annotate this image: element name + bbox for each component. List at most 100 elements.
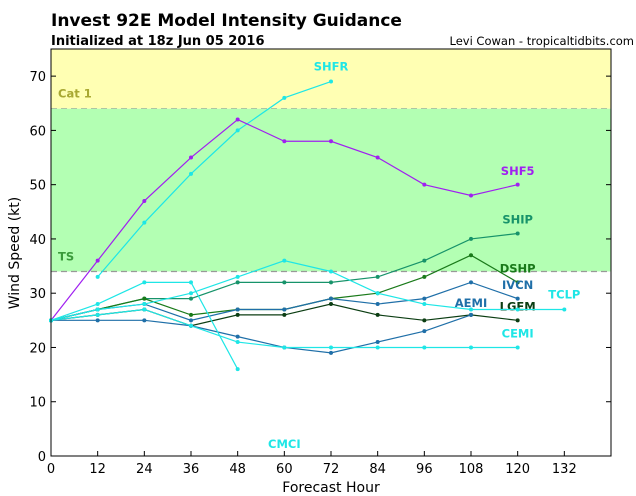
- data-point: [235, 334, 240, 339]
- data-point: [282, 139, 287, 144]
- data-point: [562, 307, 567, 312]
- data-point: [142, 198, 147, 203]
- data-point: [282, 312, 287, 317]
- data-point: [235, 274, 240, 279]
- data-point: [235, 312, 240, 317]
- data-point: [95, 302, 100, 307]
- band-label: TS: [58, 249, 74, 263]
- series-shf5: SHF5: [49, 117, 535, 323]
- x-tick-label: 36: [183, 462, 200, 477]
- data-point: [282, 95, 287, 100]
- series-line: [50, 281, 239, 370]
- series-label: SHIP: [502, 213, 533, 227]
- data-point: [422, 258, 427, 263]
- data-point: [329, 269, 333, 274]
- data-point: [329, 296, 333, 301]
- series-label: AEMI: [455, 296, 487, 310]
- data-point: [282, 280, 287, 285]
- data-point: [469, 345, 473, 350]
- data-point: [375, 345, 380, 350]
- data-point: [515, 182, 520, 187]
- data-point: [422, 345, 427, 350]
- data-point: [515, 345, 520, 350]
- data-point: [469, 307, 473, 312]
- x-tick-label: 72: [323, 462, 340, 477]
- data-point: [142, 220, 147, 225]
- data-point: [422, 296, 427, 301]
- y-tick-label: 60: [29, 124, 46, 139]
- series-cemi: CEMI: [49, 307, 534, 350]
- band-label: Cat 1: [58, 87, 92, 101]
- data-point: [515, 307, 520, 312]
- data-point: [422, 329, 427, 334]
- series-line: [50, 260, 565, 321]
- data-point: [515, 280, 520, 285]
- data-point: [235, 367, 240, 372]
- data-point: [469, 253, 473, 258]
- chart-subtitle: Initialized at 18z Jun 05 2016: [51, 34, 264, 49]
- series-label: CMCI: [268, 437, 301, 451]
- data-point: [282, 258, 287, 263]
- data-point: [422, 318, 427, 323]
- data-point: [375, 291, 380, 296]
- data-point: [142, 280, 147, 285]
- data-point: [469, 312, 473, 317]
- y-tick-label: 70: [29, 70, 46, 85]
- data-point: [282, 307, 287, 312]
- x-tick-label: 0: [47, 462, 55, 477]
- chart-credit: Levi Cowan - tropicaltidbits.com: [450, 34, 635, 48]
- data-point: [189, 296, 193, 301]
- data-point: [95, 274, 100, 279]
- data-point: [95, 307, 100, 312]
- band-ts: [51, 108, 611, 272]
- data-point: [469, 280, 473, 285]
- data-point: [95, 318, 100, 323]
- data-point: [189, 171, 193, 176]
- band-cat-1: [51, 49, 611, 109]
- data-point: [142, 302, 147, 307]
- x-tick-label: 24: [136, 462, 153, 477]
- series-line: [97, 80, 332, 278]
- data-point: [235, 280, 240, 285]
- series-aemi: AEMI: [49, 296, 487, 355]
- data-point: [282, 345, 287, 350]
- chart-title: Invest 92E Model Intensity Guidance: [51, 11, 402, 31]
- data-point: [189, 312, 193, 317]
- data-point: [235, 128, 240, 133]
- x-tick-label: 108: [459, 462, 484, 477]
- data-point: [515, 296, 520, 301]
- series-label: TCLP: [548, 288, 580, 302]
- data-point: [375, 302, 380, 307]
- data-point: [375, 274, 380, 279]
- data-point: [515, 231, 520, 236]
- data-point: [235, 117, 240, 122]
- data-point: [95, 258, 100, 263]
- data-point: [329, 139, 333, 144]
- x-tick-label: 120: [505, 462, 530, 477]
- data-point: [142, 296, 147, 301]
- y-tick-label: 50: [29, 179, 46, 194]
- series-cmci: CMCI: [49, 280, 301, 451]
- x-axis-label: Forecast Hour: [282, 480, 380, 496]
- data-point: [329, 350, 333, 355]
- y-tick-label: 40: [29, 233, 46, 248]
- data-point: [189, 155, 193, 160]
- data-point: [329, 345, 333, 350]
- data-point: [422, 182, 427, 187]
- data-point: [95, 312, 100, 317]
- data-point: [422, 302, 427, 307]
- data-point: [515, 318, 520, 323]
- data-point: [329, 79, 333, 84]
- y-tick-label: 10: [29, 396, 46, 411]
- data-point: [422, 274, 427, 279]
- series-label: SHF5: [501, 164, 535, 178]
- series-label: SHFR: [314, 60, 349, 74]
- data-point: [375, 155, 380, 160]
- series-label: DSHP: [500, 262, 536, 276]
- data-point: [189, 280, 193, 285]
- y-tick-label: 20: [29, 341, 46, 356]
- x-tick-label: 84: [369, 462, 386, 477]
- data-point: [329, 280, 333, 285]
- x-tick-label: 132: [552, 462, 577, 477]
